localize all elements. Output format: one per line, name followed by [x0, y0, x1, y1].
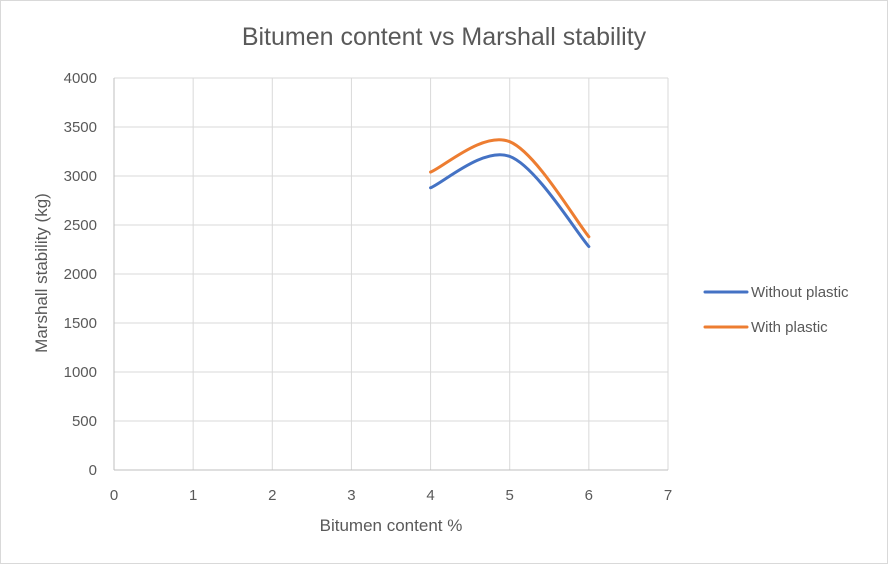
series-line-2: [429, 138, 591, 239]
x-tick-label: 6: [585, 487, 593, 504]
y-tick-label: 0: [89, 462, 97, 479]
x-tick-label: 0: [110, 487, 118, 504]
series-lines: [429, 138, 591, 249]
y-tick-label: 3000: [64, 168, 97, 185]
y-tick-label: 500: [72, 413, 97, 430]
series-line-1: [429, 153, 591, 249]
x-tick-label: 3: [347, 487, 355, 504]
legend: Without plastic With plastic: [703, 284, 849, 336]
axes: [113, 78, 668, 471]
y-tick-labels: 0 500 1000 1500 2000 2500 3000 3500 4000: [64, 70, 97, 479]
y-tick-label: 4000: [64, 70, 97, 87]
chart-title: Bitumen content vs Marshall stability: [242, 23, 647, 51]
legend-label-1: Without plastic: [751, 284, 849, 301]
x-tick-label: 2: [268, 487, 276, 504]
y-tick-label: 2500: [64, 217, 97, 234]
x-axis-title: Bitumen content %: [320, 516, 463, 535]
gridlines: [114, 77, 669, 470]
x-tick-label: 1: [189, 487, 197, 504]
x-tick-label: 7: [664, 487, 672, 504]
legend-label-2: With plastic: [751, 319, 828, 336]
y-tick-label: 1000: [64, 364, 97, 381]
y-tick-label: 2000: [64, 266, 97, 283]
y-axis-title: Marshall stability (kg): [32, 193, 51, 353]
x-tick-label: 4: [426, 487, 434, 504]
x-tick-label: 5: [506, 487, 514, 504]
x-tick-labels: 0 1 2 3 4 5 6 7: [110, 487, 672, 504]
y-tick-label: 1500: [64, 315, 97, 332]
y-tick-label: 3500: [64, 119, 97, 136]
